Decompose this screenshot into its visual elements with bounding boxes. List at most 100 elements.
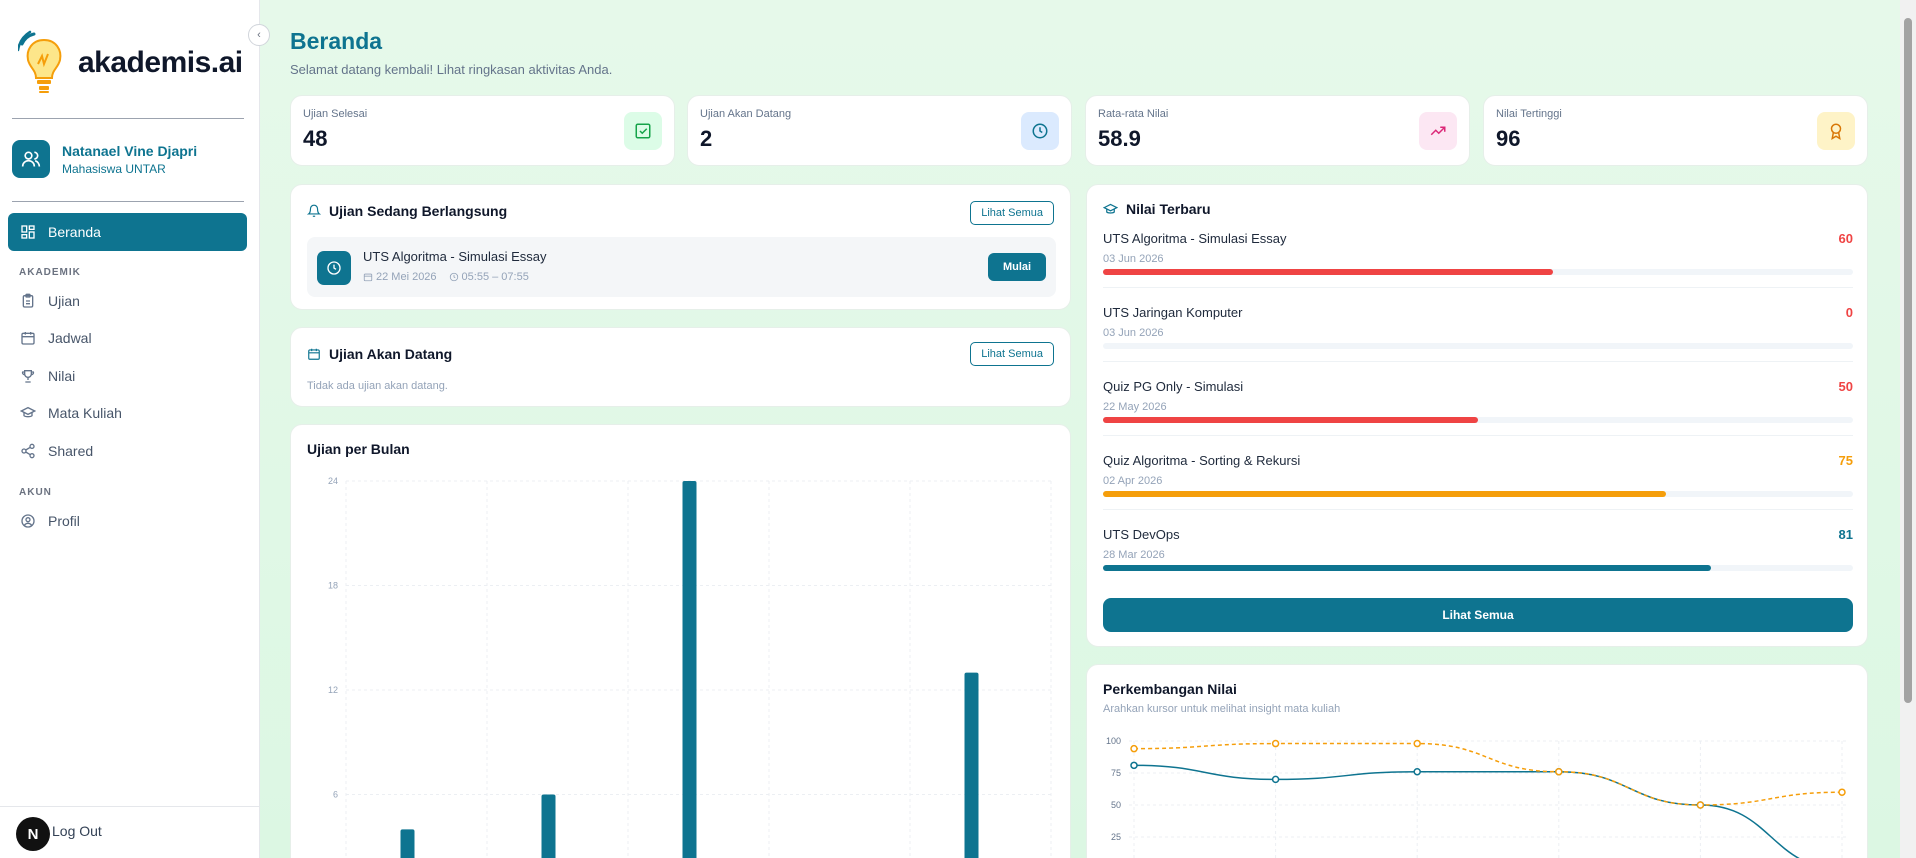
calendar-icon [308,348,320,360]
bar [400,829,415,858]
ongoing-exams-card: Ujian Sedang Berlangsung Lihat Semua UTS… [290,184,1071,310]
grade-progress-card: Perkembangan Nilai Arahkan kursor untuk … [1086,664,1868,858]
chart-title: Perkembangan Nilai [1103,681,1237,697]
nav-item-shared[interactable]: Shared [20,441,93,461]
graduation-cap-icon [20,406,36,418]
grade-score: 81 [1838,527,1853,542]
grade-score: 50 [1838,379,1853,394]
grade-progress-track [1103,269,1853,275]
latest-grades-card: Nilai Terbaru UTS Algoritma - Simulasi E… [1086,184,1868,647]
nav-item-profil[interactable]: Profil [20,511,80,531]
grade-progress-track [1103,491,1853,497]
grade-progress-fill [1103,491,1666,497]
nav-item-jadwal[interactable]: Jadwal [20,328,92,348]
user-circle-icon [21,514,35,528]
grade-progress-track [1103,565,1853,571]
logout-button[interactable]: Log Out [52,823,102,839]
calendar-icon [363,273,373,282]
trophy-icon [21,370,35,383]
y-tick-label: 18 [328,581,338,591]
grade-exam-name: UTS Algoritma - Simulasi Essay [1103,231,1287,246]
nav-label: Beranda [48,224,101,240]
data-point [1130,744,1138,753]
upcoming-exams-card: Ujian Akan Datang Lihat Semua Tidak ada … [290,327,1071,407]
grade-progress-track [1103,343,1853,349]
stat-label: Rata-rata Nilai [1098,108,1169,120]
exam-meta: 22 Mei 2026 05:55 – 07:55 [363,271,529,283]
y-tick-label: 24 [328,476,338,486]
data-point [1555,767,1563,776]
nav-label: Ujian [48,293,80,309]
bar [964,672,979,858]
view-all-ongoing-button[interactable]: Lihat Semua [970,201,1054,225]
users-icon [12,140,50,178]
stat-value: 58.9 [1098,126,1141,151]
grade-exam-name: UTS DevOps [1103,527,1180,542]
user-card[interactable]: Natanael Vine Djapri Mahasiswa UNTAR [12,140,197,178]
grade-progress-chart: 100 75 50 25 [1106,736,1847,858]
clock-icon [317,251,351,285]
scrollbar-thumb[interactable] [1904,18,1912,703]
logout-area: N Log Out [0,806,260,858]
grade-item[interactable]: UTS Jaringan Komputer 0 03 Jun 2026 [1103,305,1853,362]
data-point [1413,739,1421,748]
y-tick-label: 25 [1111,832,1121,842]
user-name: Natanael Vine Djapri [62,142,198,159]
collapse-sidebar-button[interactable]: ‹ [248,24,270,46]
bar [682,481,697,858]
nav-item-beranda[interactable]: Beranda [8,213,247,251]
grade-item[interactable]: UTS Algoritma - Simulasi Essay 60 03 Jun 2… [1103,231,1853,288]
nav-label: Nilai [48,368,76,384]
logo-text: akademis.ai [78,46,243,79]
nav-item-nilai[interactable]: Nilai [20,366,75,386]
grade-item[interactable]: UTS DevOps 81 28 Mar 2026 [1103,527,1853,583]
stat-value: 2 [700,126,713,151]
next-badge[interactable]: N [16,817,50,851]
page-scrollbar[interactable] [1900,0,1916,858]
app-logo[interactable]: akademis.ai [18,30,243,96]
grade-score: 60 [1838,231,1853,246]
check-square-icon [624,112,662,150]
grade-item[interactable]: Quiz PG Only - Simulasi 50 22 May 2026 [1103,379,1853,436]
data-point [1838,788,1846,796]
sidebar-divider [12,118,244,119]
grade-separator [1103,435,1853,436]
exam-row[interactable]: UTS Algoritma - Simulasi Essay 22 Mei 20… [307,237,1056,297]
data-point [1413,767,1421,776]
share-icon [21,443,35,459]
bar [541,794,556,858]
stat-value: 48 [303,126,328,151]
clipboard-icon [22,293,34,308]
grade-progress-fill [1103,565,1711,571]
card-title: Nilai Terbaru [1103,201,1211,217]
data-point [1696,801,1705,809]
grade-date: 03 Jun 2026 [1103,253,1164,265]
nav-section-akademik: AKADEMIK [19,267,81,278]
stat-label: Nilai Tertinggi [1496,108,1562,120]
nav-item-mata-kuliah[interactable]: Mata Kuliah [20,403,122,423]
view-all-grades-button[interactable]: Lihat Semua [1103,598,1853,632]
exams-per-month-chart: 24 18 12 6 [328,476,1052,858]
grade-progress-fill [1103,417,1478,423]
data-point [1271,775,1280,784]
start-exam-button[interactable]: Mulai [988,253,1046,281]
y-tick-label: 12 [328,685,338,695]
series-line [1133,764,1800,858]
sidebar: akademis.ai Natanael Vine Djapri Mahasis… [0,0,260,858]
empty-state-text: Tidak ada ujian akan datang. [307,380,448,392]
clock-icon [449,272,458,282]
calendar-icon [21,332,35,345]
nav-item-ujian[interactable]: Ujian [20,291,80,311]
grade-exam-name: Quiz PG Only - Simulasi [1103,379,1244,394]
stat-label: Ujian Selesai [303,108,368,120]
nav-label: Profil [48,513,80,529]
grade-date: 02 Apr 2026 [1103,475,1163,487]
y-tick-label: 6 [333,790,338,800]
grade-progress-track [1103,417,1853,423]
chart-title: Ujian per Bulan [307,441,410,457]
grade-item[interactable]: Quiz Algoritma - Sorting & Rekursi 75 02 A… [1103,453,1853,510]
stat-card-highest: Nilai Tertinggi 96 [1483,95,1868,166]
exams-per-month-card: Ujian per Bulan 24 18 12 6 [290,424,1071,858]
view-all-upcoming-button[interactable]: Lihat Semua [970,342,1054,366]
chart-subtitle: Arahkan kursor untuk melihat insight mat… [1103,703,1341,715]
